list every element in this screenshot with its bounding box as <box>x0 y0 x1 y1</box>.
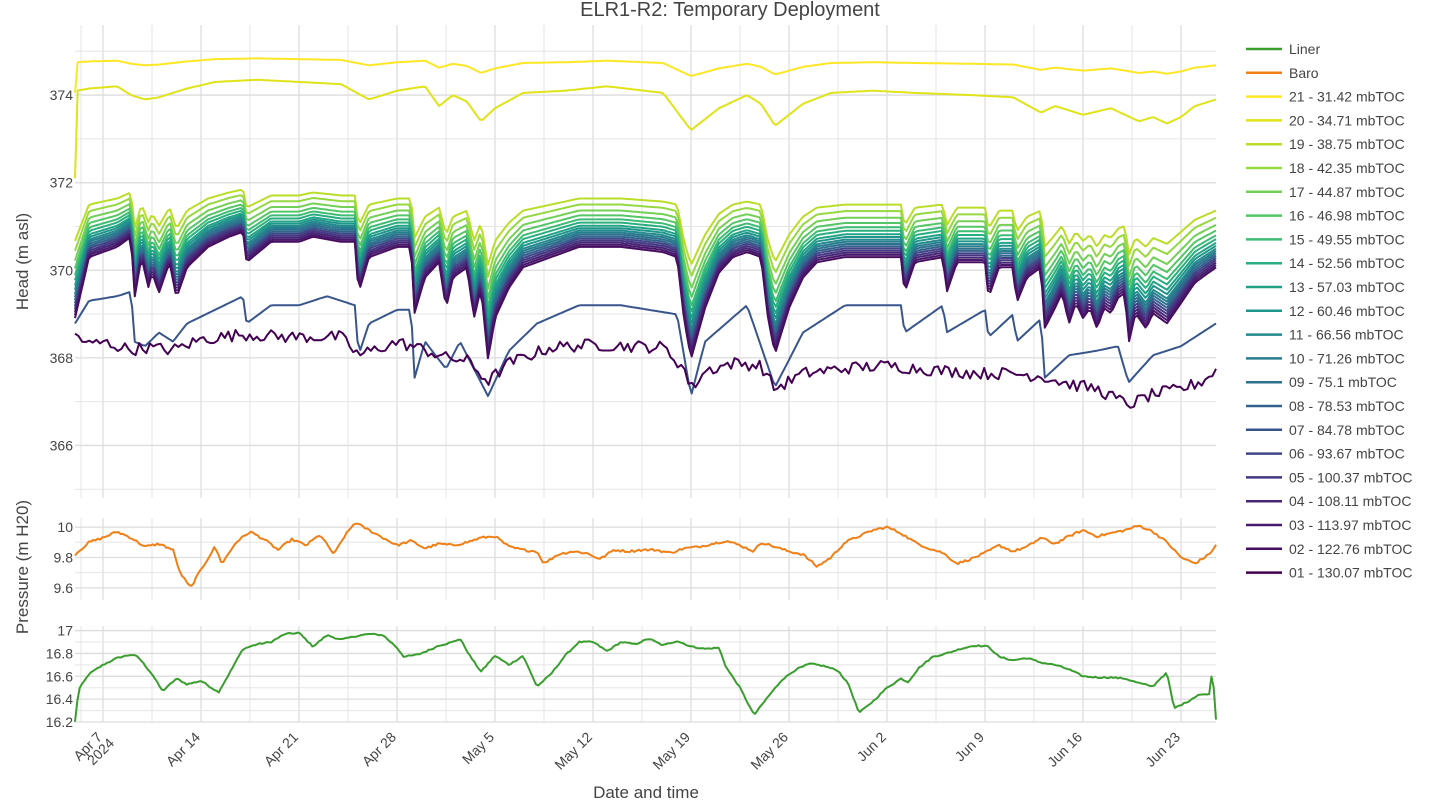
legend-item[interactable]: 06 - 93.67 mbTOC <box>1246 446 1405 462</box>
series-line-20-34-71-mbtoc[interactable] <box>74 78 1217 179</box>
legend-item[interactable]: 11 - 66.56 mbTOC <box>1246 327 1404 343</box>
series-line-12-60-46-mbtoc[interactable] <box>74 214 1217 326</box>
plot-area[interactable] <box>74 57 1217 722</box>
y-tick-label: 368 <box>50 350 74 366</box>
legend-label: 16 - 46.98 mbTOC <box>1289 208 1405 224</box>
y-tick-label: 372 <box>50 175 74 191</box>
legend-label: 04 - 108.11 mbTOC <box>1289 493 1411 509</box>
legend-item[interactable]: 03 - 113.97 mbTOC <box>1246 517 1411 533</box>
y-tick-label: 16.6 <box>46 668 73 684</box>
series-line-03-113-97-mbtoc[interactable] <box>74 229 1217 356</box>
legend-item[interactable]: 01 - 130.07 mbTOC <box>1246 565 1412 581</box>
series-line-14-52-56-mbtoc[interactable] <box>74 209 1217 314</box>
legend-item[interactable]: 16 - 46.98 mbTOC <box>1246 208 1405 224</box>
series-line-09-75-1-mbtoc[interactable] <box>74 220 1217 338</box>
legend-label: 05 - 100.37 mbTOC <box>1289 469 1412 485</box>
y-tick-label: 366 <box>50 437 74 453</box>
chart-title: ELR1-R2: Temporary Deployment <box>580 0 880 21</box>
y-tick-label: 9.6 <box>54 580 74 596</box>
x-axis-title: Date and time <box>593 783 699 802</box>
legend-label: 12 - 60.46 mbTOC <box>1289 303 1405 319</box>
legend-label: 03 - 113.97 mbTOC <box>1289 517 1411 533</box>
series-line-11-66-56-mbtoc[interactable] <box>74 216 1217 331</box>
legend-item[interactable]: 07 - 84.78 mbTOC <box>1246 422 1405 438</box>
legend-label: 01 - 130.07 mbTOC <box>1289 565 1412 581</box>
series-line-10-71-26-mbtoc[interactable] <box>74 218 1217 335</box>
legend[interactable]: Liner Baro 21 - 31.42 mbTOC 20 - 34.71 mbTO… <box>1246 41 1412 581</box>
legend-label: 11 - 66.56 mbTOC <box>1289 327 1404 343</box>
legend-label: 21 - 31.42 mbTOC <box>1289 89 1405 105</box>
y-tick-label: 16.4 <box>46 691 73 707</box>
series-line-13-57-03-mbtoc[interactable] <box>74 212 1217 321</box>
legend-item[interactable]: 09 - 75.1 mbTOC <box>1246 374 1397 390</box>
y-tick-label: 374 <box>50 87 74 103</box>
series-line-17-44-87-mbtoc[interactable] <box>74 199 1217 290</box>
legend-item[interactable]: 10 - 71.26 mbTOC <box>1246 350 1405 366</box>
legend-label: 07 - 84.78 mbTOC <box>1289 422 1405 438</box>
series-line-liner[interactable] <box>74 631 1217 722</box>
legend-label: Baro <box>1289 65 1319 81</box>
legend-label: 10 - 71.26 mbTOC <box>1289 350 1405 366</box>
legend-item[interactable]: Liner <box>1246 41 1320 57</box>
y-tick-label: 16.8 <box>46 645 73 661</box>
legend-label: 15 - 49.55 mbTOC <box>1289 231 1405 247</box>
legend-item[interactable]: 20 - 34.71 mbTOC <box>1246 112 1405 128</box>
y-tick-label: 10 <box>57 519 73 535</box>
legend-item[interactable]: 15 - 49.55 mbTOC <box>1246 231 1405 247</box>
y-tick-label: 17 <box>57 623 73 639</box>
legend-label: 08 - 78.53 mbTOC <box>1289 398 1405 414</box>
y-axis-title-head: Head (m asl) <box>13 213 32 310</box>
legend-label: 02 - 122.76 mbTOC <box>1289 541 1412 557</box>
series-line-18-42-35-mbtoc[interactable] <box>74 194 1217 278</box>
legend-item[interactable]: 21 - 31.42 mbTOC <box>1246 89 1405 105</box>
y-tick-label: 370 <box>50 262 74 278</box>
legend-item[interactable]: 13 - 57.03 mbTOC <box>1246 279 1405 295</box>
legend-item[interactable]: 14 - 52.56 mbTOC <box>1246 255 1405 271</box>
series-line-19-38-75-mbtoc[interactable] <box>74 188 1217 266</box>
legend-item[interactable]: 18 - 42.35 mbTOC <box>1246 160 1405 176</box>
series-line-02-122-76-mbtoc[interactable] <box>74 231 1217 360</box>
legend-label: 20 - 34.71 mbTOC <box>1289 112 1405 128</box>
y-tick-label: 9.8 <box>54 549 74 565</box>
series-line-07-84-78-mbtoc[interactable] <box>74 291 1217 397</box>
series-line-15-49-55-mbtoc[interactable] <box>74 207 1217 308</box>
legend-item[interactable]: 08 - 78.53 mbTOC <box>1246 398 1405 414</box>
legend-label: 18 - 42.35 mbTOC <box>1289 160 1405 176</box>
legend-item[interactable]: 17 - 44.87 mbTOC <box>1246 184 1405 200</box>
series-line-baro[interactable] <box>74 522 1217 587</box>
legend-item[interactable]: 02 - 122.76 mbTOC <box>1246 541 1412 557</box>
series-line-08-78-53-mbtoc[interactable] <box>74 222 1217 342</box>
legend-label: Liner <box>1289 41 1320 57</box>
legend-item[interactable]: 04 - 108.11 mbTOC <box>1246 493 1411 509</box>
legend-label: 17 - 44.87 mbTOC <box>1289 184 1405 200</box>
legend-label: 14 - 52.56 mbTOC <box>1289 255 1405 271</box>
y-tick-label: 16.2 <box>46 714 73 730</box>
series-line-21-31-42-mbtoc[interactable] <box>74 57 1217 93</box>
y-axis-title-pressure: Pressure (m H20) <box>13 500 32 634</box>
legend-label: 09 - 75.1 mbTOC <box>1289 374 1397 390</box>
series-line-04-108-11-mbtoc[interactable] <box>74 227 1217 353</box>
series-line-01-130-07-mbtoc[interactable] <box>74 329 1217 409</box>
legend-label: 19 - 38.75 mbTOC <box>1289 136 1405 152</box>
legend-item[interactable]: 19 - 38.75 mbTOC <box>1246 136 1405 152</box>
legend-item[interactable]: 05 - 100.37 mbTOC <box>1246 469 1412 485</box>
series-line-05-100-37-mbtoc[interactable] <box>74 225 1217 349</box>
legend-label: 06 - 93.67 mbTOC <box>1289 446 1405 462</box>
legend-item[interactable]: Baro <box>1246 65 1319 81</box>
legend-item[interactable]: 12 - 60.46 mbTOC <box>1246 303 1405 319</box>
series-line-16-46-98-mbtoc[interactable] <box>74 203 1217 300</box>
legend-label: 13 - 57.03 mbTOC <box>1289 279 1405 295</box>
series-line-06-93-67-mbtoc[interactable] <box>74 224 1217 346</box>
